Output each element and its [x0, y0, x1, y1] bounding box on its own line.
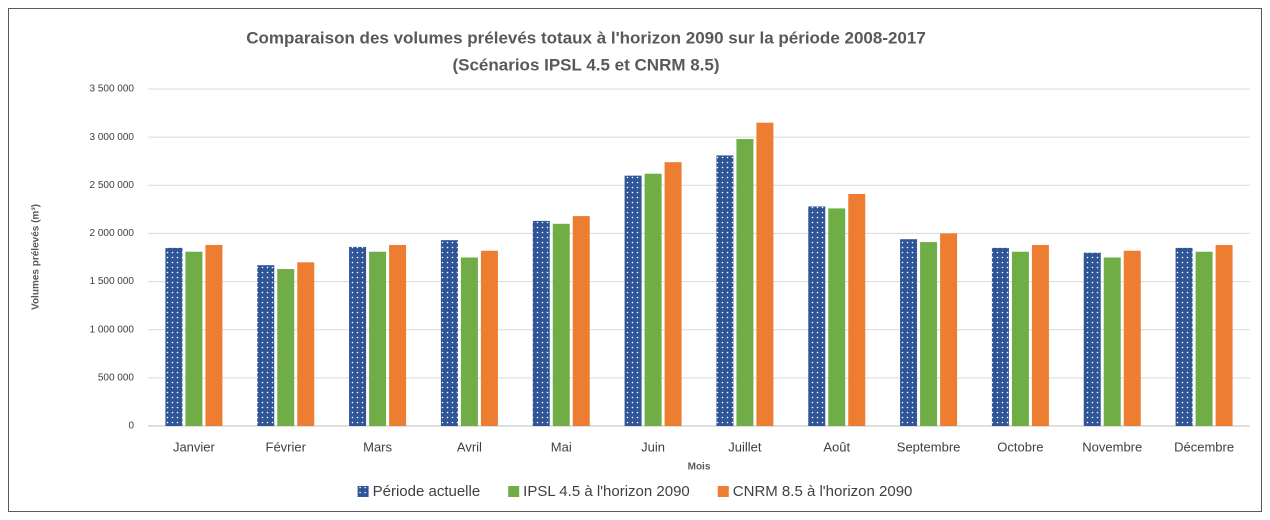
legend-swatch [717, 486, 729, 497]
bar [900, 239, 918, 426]
bar [664, 162, 682, 427]
y-tick-label: 3 500 000 [90, 84, 135, 95]
bar [572, 216, 590, 426]
chart-subtitle: (Scénarios IPSL 4.5 et CNRM 8.5) [452, 55, 719, 74]
y-tick-label: 0 [128, 421, 134, 432]
chart-title: Comparaison des volumes prélevés totaux … [246, 28, 926, 47]
bar [848, 193, 866, 426]
y-tick-label: 500 000 [98, 372, 135, 383]
bar [1123, 250, 1141, 426]
bar [185, 251, 203, 426]
bar [205, 244, 223, 426]
x-tick-label: Février [266, 439, 307, 454]
legend-label: IPSL 4.5 à l'horizon 2090 [523, 483, 690, 500]
bar [440, 240, 458, 426]
x-tick-label: Août [823, 439, 850, 454]
bar [277, 269, 295, 426]
x-tick-label: Octobre [997, 439, 1043, 454]
x-tick-label: Juillet [728, 439, 762, 454]
bar [1031, 244, 1049, 426]
bar [756, 122, 774, 426]
bar [480, 250, 498, 426]
x-tick-label: Septembre [897, 439, 961, 454]
x-tick-label: Mars [363, 439, 392, 454]
bar [532, 220, 550, 426]
bar [1011, 251, 1029, 426]
y-tick-label: 2 000 000 [90, 228, 135, 239]
x-tick-label: Juin [641, 439, 665, 454]
bar [165, 247, 183, 426]
legend-swatch [508, 486, 520, 497]
bar [1215, 244, 1233, 426]
y-tick-label: 1 500 000 [90, 276, 135, 287]
bar [389, 244, 407, 426]
y-axis-label: Volumes prélevés (m³) [31, 204, 42, 310]
bar [1103, 257, 1121, 426]
legend-item: IPSL 4.5 à l'horizon 2090 [508, 483, 690, 500]
bar [1175, 247, 1193, 426]
y-tick-label: 2 500 000 [90, 180, 135, 191]
y-tick-label: 3 000 000 [90, 132, 135, 143]
x-tick-label: Décembre [1174, 439, 1234, 454]
legend-label: Période actuelle [373, 483, 481, 500]
bar [257, 265, 275, 426]
bar [736, 139, 754, 426]
bar [1083, 252, 1101, 426]
bar [828, 208, 846, 426]
x-tick-label: Janvier [173, 439, 216, 454]
bar [716, 155, 734, 427]
bar [920, 242, 938, 426]
bar [808, 206, 826, 426]
y-tick-label: 1 000 000 [90, 324, 135, 335]
bar [644, 173, 662, 426]
bar [940, 233, 958, 426]
bar [1195, 251, 1213, 426]
x-tick-label: Avril [457, 439, 482, 454]
legend-label: CNRM 8.5 à l'horizon 2090 [733, 483, 913, 500]
bar [552, 223, 570, 426]
bar [460, 257, 478, 426]
legend-item: Période actuelle [357, 483, 481, 500]
bar [369, 251, 387, 426]
x-axis-label: Mois [688, 462, 711, 473]
x-tick-label: Mai [551, 439, 572, 454]
bar [297, 262, 315, 426]
x-tick-label: Novembre [1082, 439, 1142, 454]
bar [624, 175, 642, 426]
legend-item: CNRM 8.5 à l'horizon 2090 [717, 483, 913, 500]
bar [349, 246, 367, 426]
bar [991, 247, 1009, 426]
legend-swatch [357, 486, 369, 497]
